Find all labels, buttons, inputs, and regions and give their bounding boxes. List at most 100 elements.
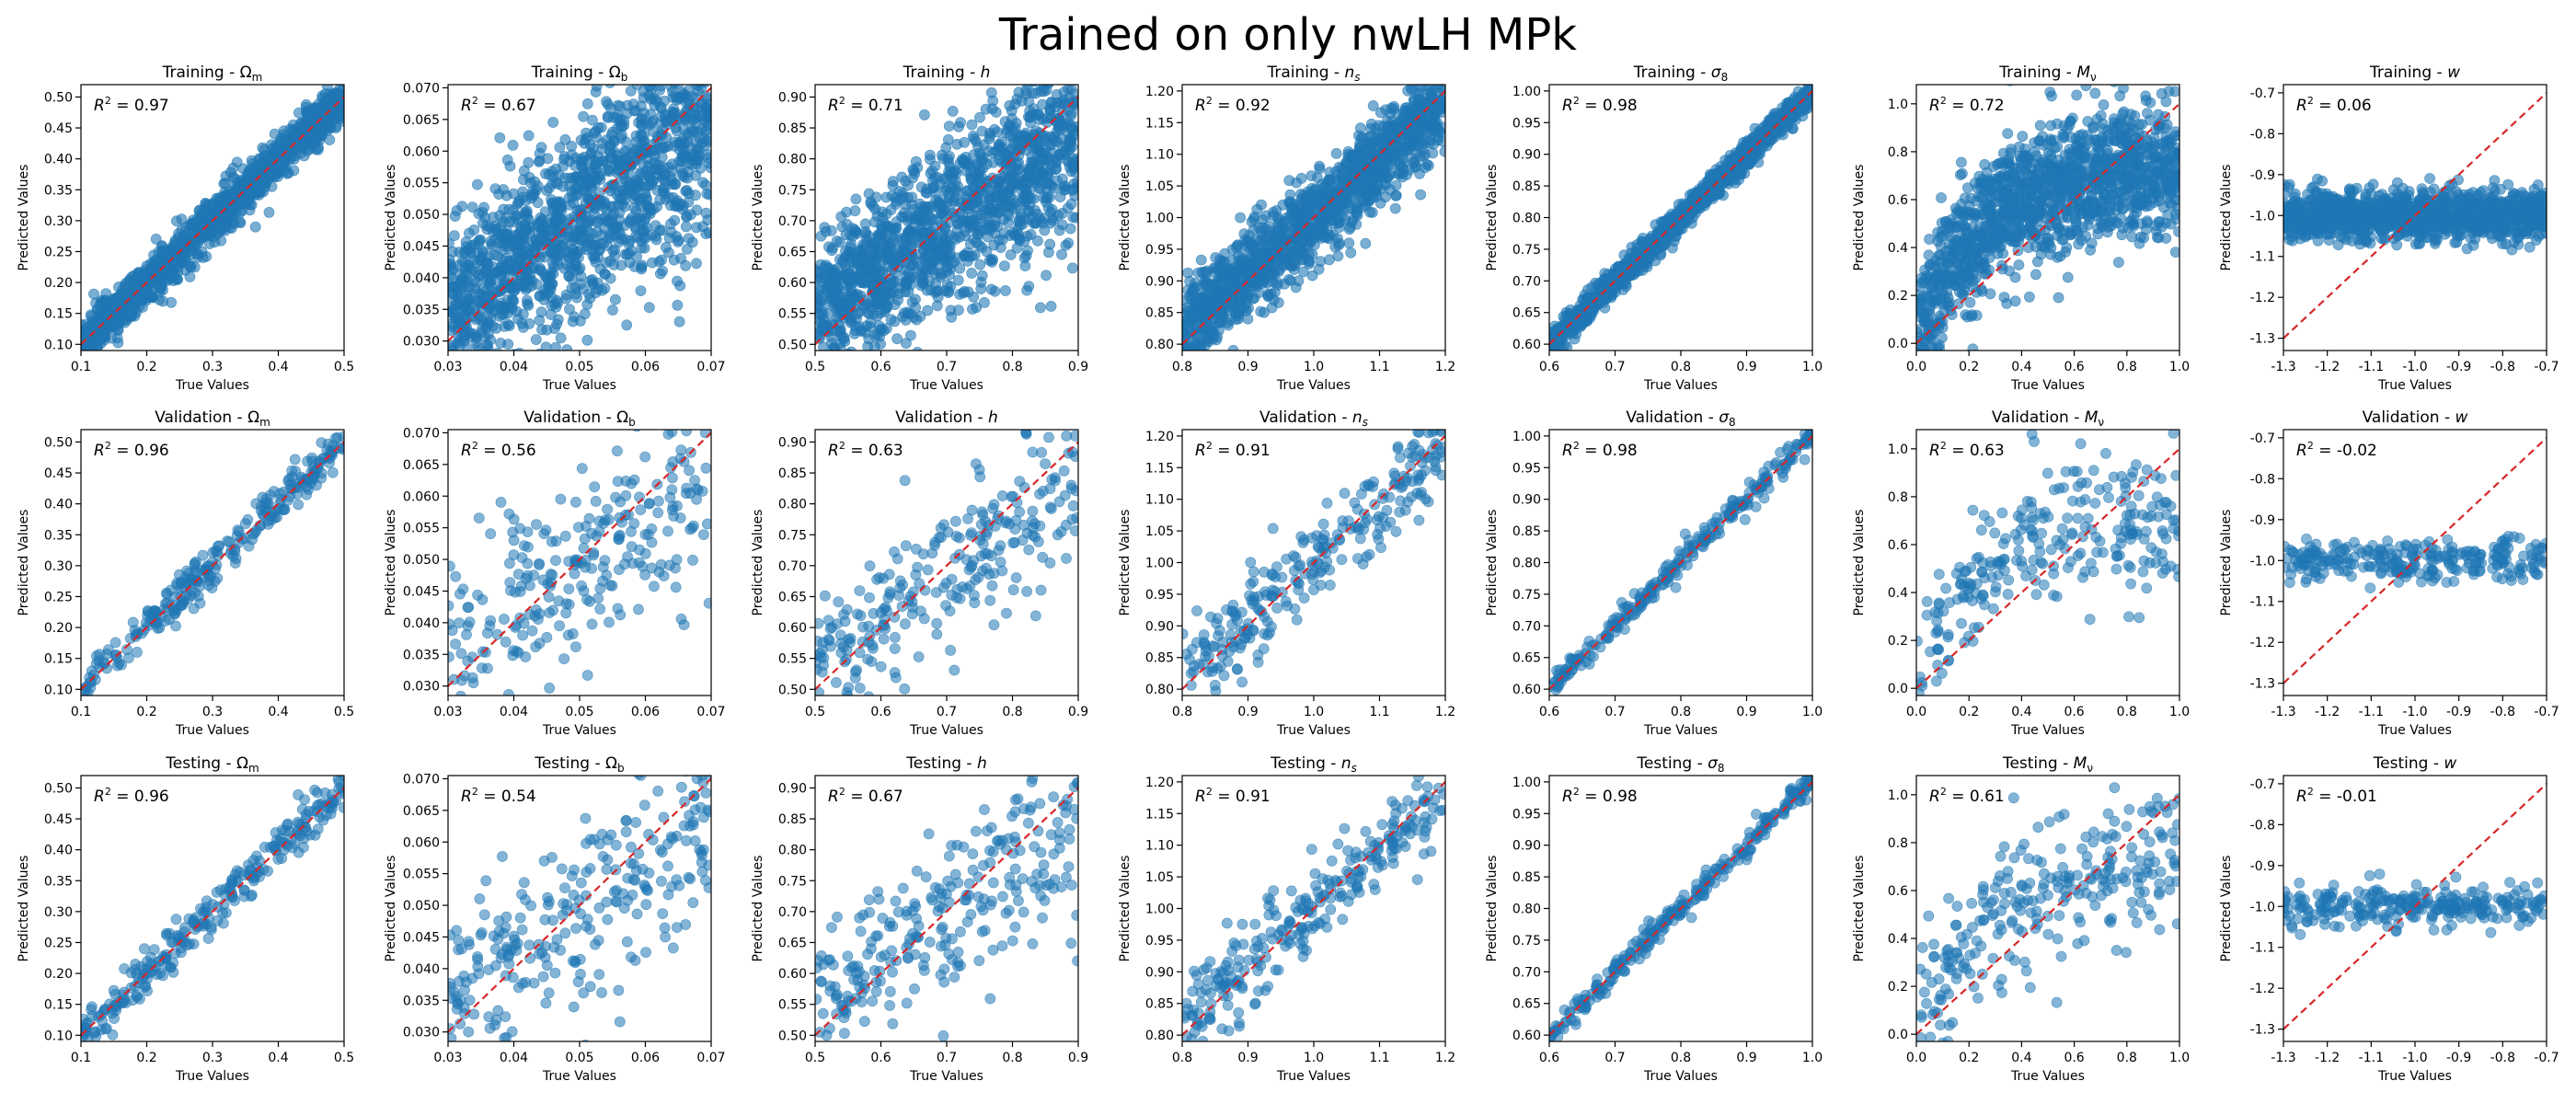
data-point xyxy=(556,200,568,211)
data-point xyxy=(845,346,857,351)
data-point xyxy=(448,230,460,241)
data-point xyxy=(1074,85,1078,86)
data-point xyxy=(128,270,140,282)
data-point xyxy=(889,299,901,310)
data-point xyxy=(1066,141,1078,153)
x-tick-label: 0.05 xyxy=(565,360,593,374)
data-point xyxy=(678,88,689,99)
data-point xyxy=(703,63,713,74)
data-point xyxy=(510,252,522,264)
data-point xyxy=(1013,86,1025,98)
data-point xyxy=(201,227,213,239)
data-point xyxy=(628,202,640,214)
data-point xyxy=(1066,262,1078,274)
y-axis-label: Predicted Values xyxy=(384,165,398,271)
data-point xyxy=(448,339,458,351)
data-point xyxy=(1042,168,1054,180)
data-point xyxy=(1023,281,1035,292)
data-point xyxy=(546,278,558,290)
data-point xyxy=(218,214,230,226)
data-point xyxy=(617,34,627,44)
data-point xyxy=(970,135,982,147)
data-point xyxy=(676,63,686,73)
data-point xyxy=(470,353,480,363)
data-point xyxy=(641,153,653,165)
data-point xyxy=(1005,69,1015,79)
x-tick-label: 0.07 xyxy=(696,360,725,374)
data-point xyxy=(138,282,150,293)
data-point xyxy=(88,288,99,300)
data-point xyxy=(579,308,591,320)
data-point xyxy=(1054,123,1066,135)
data-point xyxy=(676,152,687,164)
data-point xyxy=(885,314,897,326)
data-point xyxy=(916,277,928,289)
data-point xyxy=(1422,69,1432,79)
data-point xyxy=(845,316,857,327)
data-point xyxy=(500,266,511,278)
data-point xyxy=(166,296,177,308)
data-point xyxy=(690,65,700,75)
data-point xyxy=(555,332,567,344)
data-point xyxy=(458,274,470,286)
y-tick-label: 0.035 xyxy=(403,303,440,317)
data-point xyxy=(815,295,827,307)
x-tick-label: 0.03 xyxy=(433,360,462,374)
data-point xyxy=(669,52,679,63)
data-point xyxy=(1030,125,1041,136)
data-point xyxy=(835,366,845,376)
data-point xyxy=(880,253,892,265)
data-point xyxy=(696,64,707,75)
data-point xyxy=(691,258,702,270)
data-point xyxy=(681,210,693,222)
data-point xyxy=(1045,300,1057,312)
data-point xyxy=(916,204,928,216)
data-point xyxy=(1006,155,1017,167)
panel-title: Training - Ωb xyxy=(531,63,628,84)
y-tick-label: 0.055 xyxy=(403,177,440,191)
data-point xyxy=(967,214,979,226)
data-point xyxy=(1005,249,1017,260)
data-point xyxy=(1019,260,1031,271)
data-point xyxy=(857,253,869,265)
data-point xyxy=(556,240,568,251)
data-point xyxy=(1003,210,1015,222)
data-point xyxy=(608,259,620,270)
data-point xyxy=(672,275,683,287)
y-tick-label: 0.35 xyxy=(44,183,73,198)
data-point xyxy=(580,180,592,192)
data-point xyxy=(630,190,641,202)
data-point xyxy=(1064,223,1076,235)
data-point xyxy=(286,130,298,141)
data-point xyxy=(671,125,683,137)
y-tick-label: 0.45 xyxy=(44,121,73,136)
data-point xyxy=(552,297,564,308)
data-point xyxy=(514,348,524,351)
y-tick-label: 0.55 xyxy=(778,307,807,322)
data-point xyxy=(1282,273,1294,285)
data-point xyxy=(603,163,615,175)
data-point xyxy=(600,269,611,280)
data-point xyxy=(949,231,960,243)
data-point xyxy=(823,241,834,253)
data-point xyxy=(517,232,529,244)
data-point xyxy=(1031,147,1042,159)
data-point xyxy=(656,65,666,75)
data-point xyxy=(705,40,715,50)
data-point xyxy=(153,276,165,288)
data-point xyxy=(668,107,680,119)
data-point xyxy=(627,146,638,158)
data-point xyxy=(636,130,648,142)
data-point xyxy=(1354,122,1366,134)
data-point xyxy=(964,159,975,170)
data-point xyxy=(581,334,593,346)
x-tick-label: 0.9 xyxy=(1068,360,1088,374)
data-point xyxy=(547,117,559,128)
data-point xyxy=(458,335,470,347)
panel-training-omega-m: 0.1 0.2 0.3 0.4 0.50.100.150.200.250.300.350… xyxy=(17,63,354,393)
data-point xyxy=(870,191,882,203)
data-point xyxy=(542,153,554,165)
data-point xyxy=(523,130,535,142)
data-point xyxy=(611,122,623,134)
data-point xyxy=(492,348,502,351)
